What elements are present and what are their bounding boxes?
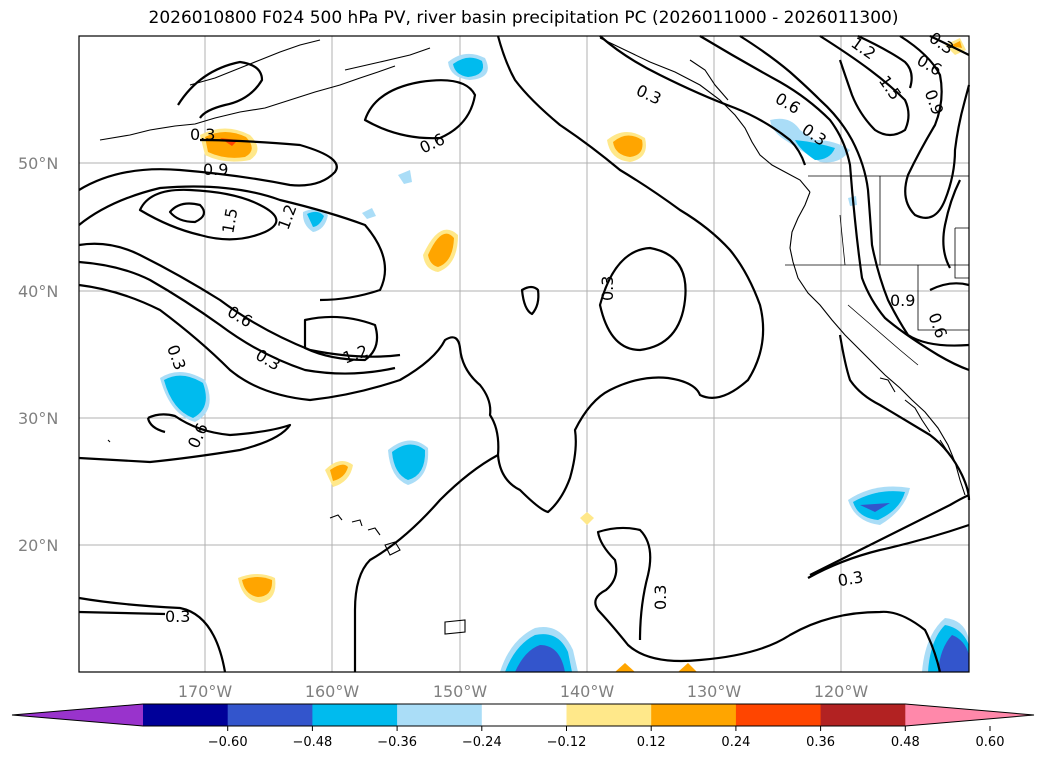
colorbar-extension-high <box>905 704 1034 726</box>
lon-label-170w: 170°W <box>178 682 233 701</box>
map-panel: 0.3 0.9 1.5 1.2 0.6 0.6 0.3 1.2 0.3 0.6 … <box>78 28 971 673</box>
colorbar-tick-label: 0.60 <box>976 735 1005 750</box>
latitude-labels: 50°N 40°N 30°N 20°N <box>18 154 58 555</box>
contour-label: 0.3 <box>598 276 617 301</box>
coastlines <box>99 37 966 635</box>
colorbar-tick-label: 0.12 <box>637 735 666 750</box>
pv-contours <box>78 35 971 673</box>
contour-label: 0.3 <box>190 125 215 144</box>
colorbar-tick-label: 0.48 <box>891 735 920 750</box>
colorbar-segment <box>397 704 483 726</box>
colorbar-segment <box>143 704 229 726</box>
map-frame <box>78 35 970 673</box>
lon-label-150w: 150°W <box>433 682 488 701</box>
colorbar-tick-label: −0.60 <box>208 735 248 750</box>
colorbar-segment <box>481 704 567 726</box>
lon-label-120w: 120°W <box>814 682 869 701</box>
colorbar-extension-low <box>12 704 143 726</box>
colorbar-segment <box>566 704 652 726</box>
precipitation-shading <box>160 38 969 672</box>
colorbar-segment <box>651 704 737 726</box>
colorbar-tick-label: −0.48 <box>292 735 332 750</box>
lon-label-140w: 140°W <box>560 682 615 701</box>
lon-label-160w: 160°W <box>305 682 360 701</box>
colorbar-ticks: −0.60 −0.48 −0.36 −0.24 −0.12 0.12 0.24 0.36 0.4… <box>208 726 1005 750</box>
contour-label: 0.3 <box>165 607 190 626</box>
colorbar-segment <box>735 704 822 726</box>
lat-label-50n: 50°N <box>18 154 58 173</box>
colorbar-segment <box>820 704 906 726</box>
colorbar-segments <box>11 703 1035 727</box>
lat-label-40n: 40°N <box>18 282 58 301</box>
lon-label-130w: 130°W <box>687 682 742 701</box>
colorbar-tick-label: −0.24 <box>462 735 502 750</box>
contour-label: 0.3 <box>836 567 864 590</box>
lat-label-30n: 30°N <box>18 409 58 428</box>
colorbar-outline <box>11 703 1035 727</box>
colorbar-segment <box>227 704 313 726</box>
colorbar-tick-label: −0.36 <box>377 735 417 750</box>
contour-label: 0.9 <box>890 291 915 310</box>
contour-label: 0.9 <box>203 160 228 179</box>
longitude-labels: 170°W 160°W 150°W 140°W 130°W 120°W <box>178 682 869 701</box>
colorbar-tick-label: 0.24 <box>721 735 750 750</box>
colorbar-segment <box>312 704 398 726</box>
map-title: 2026010800 F024 500 hPa PV, river basin … <box>148 8 899 28</box>
contour-label: 1.5 <box>218 206 241 234</box>
lat-label-20n: 20°N <box>18 536 58 555</box>
contour-label: 0.3 <box>651 585 670 610</box>
colorbar: −0.60 −0.48 −0.36 −0.24 −0.12 0.12 0.24 0.36 0.4… <box>11 703 1035 750</box>
colorbar-tick-label: −0.12 <box>547 735 587 750</box>
colorbar-tick-label: 0.36 <box>806 735 835 750</box>
